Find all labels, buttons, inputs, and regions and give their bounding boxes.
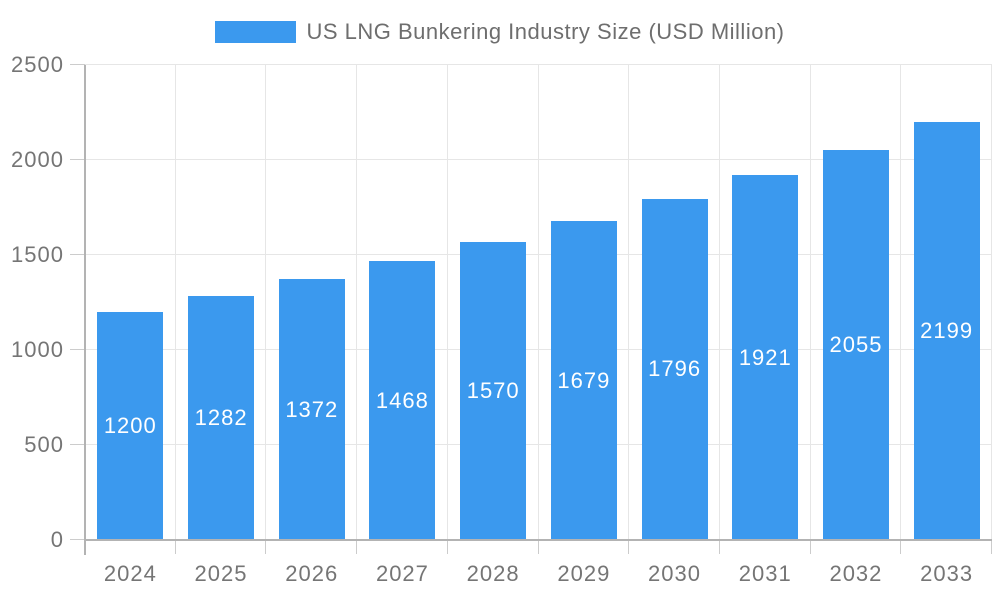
x-axis-tick — [537, 540, 539, 554]
x-axis-tick-label: 2032 — [829, 561, 883, 586]
bar[interactable]: 1200 — [97, 312, 164, 540]
y-axis-line — [84, 65, 86, 555]
x-axis-tick — [718, 540, 720, 554]
gridline-vertical — [174, 65, 176, 540]
bar[interactable]: 2055 — [823, 149, 889, 540]
gridline-horizontal — [85, 444, 992, 445]
x-axis-tick-label: 2026 — [285, 561, 339, 586]
legend-label: US LNG Bunkering Industry Size (USD Mill… — [306, 19, 785, 44]
gridline-horizontal — [85, 64, 992, 65]
gridline-vertical — [628, 65, 630, 540]
bar[interactable]: 1921 — [732, 175, 799, 540]
bar-value-label: 1921 — [738, 344, 792, 370]
x-axis-tick-label: 2025 — [194, 561, 248, 586]
bar-value-label: 1796 — [648, 356, 702, 382]
gridline-horizontal — [85, 159, 992, 160]
gridline-vertical — [537, 65, 539, 540]
y-axis-tick-label: 1500 — [11, 242, 64, 267]
bar-value-label: 1468 — [375, 387, 429, 413]
y-axis-tick-label: 1000 — [11, 337, 64, 362]
x-axis-tick — [174, 540, 176, 554]
legend-item[interactable]: US LNG Bunkering Industry Size (USD Mill… — [215, 19, 784, 45]
gridline-vertical — [446, 65, 448, 540]
bar[interactable]: 1679 — [550, 221, 617, 540]
x-axis-tick — [900, 540, 902, 554]
bar-value-label: 1679 — [557, 367, 611, 393]
bar[interactable]: 2199 — [913, 122, 980, 540]
gridline-vertical — [718, 65, 720, 540]
bar-value-label: 2055 — [829, 331, 883, 357]
x-axis-tick-label: 2027 — [375, 561, 429, 586]
x-axis-tick — [991, 540, 992, 554]
y-axis-tick-label: 500 — [24, 432, 64, 457]
x-axis-tick — [809, 540, 811, 554]
gridline-horizontal — [85, 349, 992, 350]
x-axis-tick — [446, 540, 448, 554]
bar-value-label: 1200 — [103, 413, 157, 438]
y-axis-tick — [70, 64, 85, 65]
x-axis-tick-label: 2024 — [103, 561, 157, 586]
x-axis-tick-label: 2029 — [557, 561, 611, 586]
bar[interactable]: 1570 — [460, 241, 527, 540]
gridline-vertical — [809, 65, 811, 540]
x-axis-tick-label: 2030 — [648, 561, 701, 586]
bar-value-label: 2199 — [920, 318, 974, 344]
x-axis-line — [85, 539, 992, 541]
gridline-vertical — [265, 65, 267, 540]
y-axis-tick — [70, 254, 85, 255]
bar-value-label: 1282 — [194, 405, 248, 431]
x-axis-tick — [265, 540, 267, 554]
y-axis-tick — [70, 539, 85, 540]
legend-swatch-icon — [215, 21, 297, 43]
bar[interactable]: 1282 — [188, 296, 255, 540]
bar[interactable]: 1796 — [641, 198, 708, 540]
y-axis-tick-label: 2500 — [11, 52, 64, 77]
legend: US LNG Bunkering Industry Size (USD Mill… — [0, 19, 1000, 45]
y-axis-tick — [70, 159, 85, 160]
bar-value-label: 1372 — [285, 396, 339, 422]
bar[interactable]: 1468 — [369, 261, 436, 540]
y-axis-tick-label: 0 — [50, 527, 64, 552]
gridline-vertical — [991, 65, 992, 540]
gridline-vertical — [900, 65, 902, 540]
x-axis-tick — [628, 540, 630, 554]
x-axis-tick-label: 2033 — [920, 561, 974, 586]
gridline-horizontal — [85, 254, 992, 255]
x-axis-tick-label: 2031 — [738, 561, 792, 586]
y-axis-tick-label: 2000 — [11, 147, 64, 172]
x-axis-tick — [356, 540, 358, 554]
gridline-vertical — [356, 65, 358, 540]
y-axis-tick — [70, 444, 85, 445]
bar[interactable]: 1372 — [278, 279, 345, 540]
y-axis-tick — [70, 349, 85, 350]
bar-value-label: 1570 — [466, 377, 520, 403]
x-axis-tick-label: 2028 — [466, 561, 520, 586]
